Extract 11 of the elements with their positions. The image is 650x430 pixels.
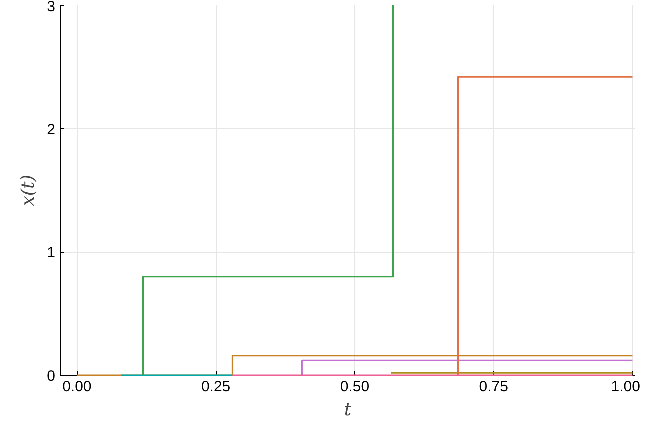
x-tick-label: 0.00 <box>62 378 92 396</box>
x-tick-label: 0.25 <box>201 378 231 396</box>
x-tick-label: 0.75 <box>479 378 508 396</box>
y-tick-label: 0 <box>47 368 56 385</box>
y-tick-label: 2 <box>47 121 56 138</box>
x-axis-title: t <box>344 400 352 420</box>
x-tick-label: 0.50 <box>340 378 370 396</box>
x-tick-label: 1.00 <box>611 378 641 396</box>
y-tick-label: 3 <box>47 0 56 16</box>
y-axis-title: x(t) <box>18 174 40 206</box>
y-tick-label: 1 <box>47 244 56 262</box>
